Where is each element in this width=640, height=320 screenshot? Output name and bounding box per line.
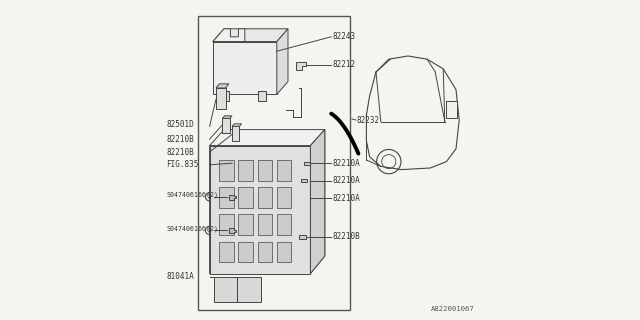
Polygon shape xyxy=(296,62,306,70)
Polygon shape xyxy=(232,126,239,141)
Text: S: S xyxy=(208,228,211,233)
Polygon shape xyxy=(216,84,229,88)
Circle shape xyxy=(223,285,232,294)
Text: A822001067: A822001067 xyxy=(430,306,474,312)
Polygon shape xyxy=(221,91,229,101)
Bar xyxy=(239,160,253,181)
Text: FIG.835: FIG.835 xyxy=(166,160,199,169)
Polygon shape xyxy=(214,277,261,302)
Bar xyxy=(447,101,457,118)
Polygon shape xyxy=(210,146,310,274)
Bar xyxy=(258,160,272,181)
Text: 82210B: 82210B xyxy=(332,232,360,241)
Polygon shape xyxy=(232,124,242,126)
Text: S: S xyxy=(208,194,211,199)
Polygon shape xyxy=(258,91,266,101)
Text: 82243: 82243 xyxy=(332,32,355,41)
Text: 82501D: 82501D xyxy=(166,120,194,129)
Polygon shape xyxy=(229,195,236,200)
Polygon shape xyxy=(304,162,310,165)
Polygon shape xyxy=(216,88,226,109)
Polygon shape xyxy=(301,179,307,182)
Text: 82210B: 82210B xyxy=(166,148,194,156)
Text: S047406166(2): S047406166(2) xyxy=(166,226,218,232)
Circle shape xyxy=(244,285,252,294)
Polygon shape xyxy=(210,130,325,146)
Bar xyxy=(239,242,253,262)
Polygon shape xyxy=(210,130,325,274)
Bar xyxy=(258,242,272,262)
Polygon shape xyxy=(277,29,288,94)
Bar xyxy=(239,187,253,208)
Bar xyxy=(277,160,291,181)
Polygon shape xyxy=(212,29,245,42)
Polygon shape xyxy=(300,235,306,239)
Bar xyxy=(258,187,272,208)
Bar xyxy=(198,16,351,310)
Text: 81041A: 81041A xyxy=(166,272,194,281)
Polygon shape xyxy=(223,118,230,133)
Polygon shape xyxy=(229,228,236,233)
Bar xyxy=(219,187,234,208)
Bar xyxy=(258,214,272,235)
Bar xyxy=(219,242,234,262)
Text: 82210A: 82210A xyxy=(332,176,360,185)
Text: 82210A: 82210A xyxy=(332,159,360,168)
Text: 82232: 82232 xyxy=(357,116,380,124)
Bar xyxy=(239,214,253,235)
Bar xyxy=(277,242,291,262)
Bar xyxy=(277,214,291,235)
Polygon shape xyxy=(212,42,277,94)
Text: 82210B: 82210B xyxy=(166,135,194,144)
Text: 82212: 82212 xyxy=(332,60,355,69)
Polygon shape xyxy=(310,130,325,274)
Bar xyxy=(219,214,234,235)
Text: S047406166(2): S047406166(2) xyxy=(166,192,218,198)
Polygon shape xyxy=(223,116,232,118)
Bar xyxy=(277,187,291,208)
Bar xyxy=(219,160,234,181)
Polygon shape xyxy=(212,29,288,42)
Text: 82210A: 82210A xyxy=(332,194,360,203)
